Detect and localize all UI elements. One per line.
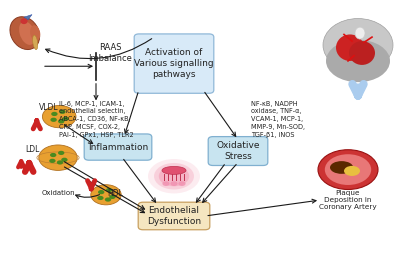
Text: Oxidation: Oxidation <box>42 190 76 196</box>
Circle shape <box>39 145 77 170</box>
Circle shape <box>178 181 186 186</box>
Ellipse shape <box>10 17 40 50</box>
Circle shape <box>58 119 64 123</box>
Circle shape <box>62 117 69 121</box>
FancyBboxPatch shape <box>208 137 268 165</box>
Text: Oxidative
Stress: Oxidative Stress <box>216 141 260 161</box>
Circle shape <box>325 154 371 185</box>
Circle shape <box>162 181 170 186</box>
Text: Endothelial
Dysfunction: Endothelial Dysfunction <box>147 206 201 226</box>
Text: Inflammation: Inflammation <box>88 143 148 152</box>
Ellipse shape <box>349 41 375 65</box>
Text: RAAS
Imbalance: RAAS Imbalance <box>88 43 132 63</box>
Polygon shape <box>24 15 32 20</box>
Ellipse shape <box>355 27 365 39</box>
Circle shape <box>105 197 111 202</box>
Text: LDL: LDL <box>25 145 39 154</box>
Text: HDL: HDL <box>107 189 123 198</box>
Circle shape <box>61 158 68 162</box>
Circle shape <box>51 112 58 116</box>
FancyBboxPatch shape <box>134 34 214 93</box>
Circle shape <box>91 185 121 205</box>
Circle shape <box>170 181 178 186</box>
Circle shape <box>49 159 56 163</box>
Text: Activation of
Various signalling
pathways: Activation of Various signalling pathway… <box>134 48 214 79</box>
Circle shape <box>106 188 112 192</box>
Circle shape <box>318 150 378 189</box>
Circle shape <box>109 195 116 199</box>
Text: VLDL: VLDL <box>39 103 59 112</box>
Circle shape <box>42 105 76 128</box>
Text: NF-κB, NADPH
oxidase, TNF-α,
VCAM-1, MCP-1,
MMP-9, Mn-SOD,
TGF-β1, iNOS: NF-κB, NADPH oxidase, TNF-α, VCAM-1, MCP… <box>251 101 305 138</box>
Ellipse shape <box>162 166 186 174</box>
Circle shape <box>50 118 57 122</box>
Circle shape <box>98 190 104 194</box>
Ellipse shape <box>336 34 364 61</box>
Circle shape <box>58 151 64 155</box>
Text: Plaque
Deposition in
Coronary Artery: Plaque Deposition in Coronary Artery <box>319 190 377 210</box>
Circle shape <box>97 196 104 200</box>
Circle shape <box>159 166 189 186</box>
Ellipse shape <box>33 35 38 50</box>
Ellipse shape <box>20 18 28 24</box>
Ellipse shape <box>330 161 353 174</box>
Ellipse shape <box>19 21 35 45</box>
Ellipse shape <box>323 19 393 72</box>
Circle shape <box>50 153 56 157</box>
Circle shape <box>59 110 66 114</box>
Ellipse shape <box>344 166 360 176</box>
FancyBboxPatch shape <box>84 134 152 160</box>
Circle shape <box>57 160 63 165</box>
Ellipse shape <box>30 25 40 41</box>
Circle shape <box>148 159 200 193</box>
Circle shape <box>154 163 194 189</box>
Text: IL-6, MCP-1, ICAM-1,
endothelial selectin,
ABCA-1, CD36, NF-κB,
CRP, MCSF, COX-2: IL-6, MCP-1, ICAM-1, endothelial selecti… <box>59 101 134 138</box>
Ellipse shape <box>326 40 390 82</box>
FancyBboxPatch shape <box>138 202 210 230</box>
